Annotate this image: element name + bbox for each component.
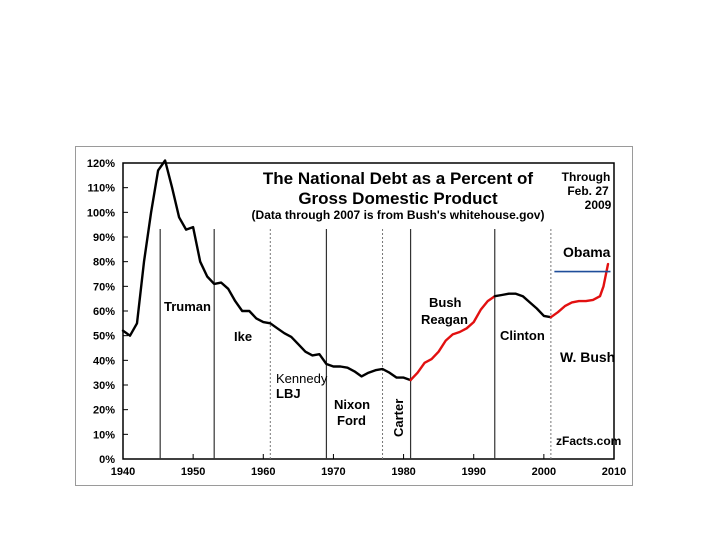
y-tick-label: 0% [99,454,115,466]
debt-gdp-chart: 0% 10% 20% 30% 40% 50% 60% 70% 80% 90% 100% 110% 120… [87,158,626,478]
chart-subtitle: (Data through 2007 is from Bush's whiteh… [252,208,545,222]
y-tick-label: 60% [93,306,115,318]
label-clinton: Clinton [500,328,545,343]
x-tick-label: 2010 [602,466,626,478]
y-tick-label: 70% [93,281,115,293]
x-tick-label: 2000 [532,466,556,478]
label-lbj: LBJ [276,386,301,401]
series-line-segment-4 [549,262,610,319]
y-tick-label: 10% [93,429,115,441]
label-kennedy: Kennedy [276,371,328,386]
label-carter: Carter [391,399,406,437]
x-tick-label: 1940 [111,466,135,478]
x-tick-label: 1990 [461,466,485,478]
through-note-line1: Through [562,170,611,184]
chart-title-line1: The National Debt as a Percent of [263,169,534,188]
x-tick-label: 1970 [321,466,345,478]
y-tick-label: 100% [87,207,115,219]
label-reagan: Reagan [421,312,468,327]
label-ford: Ford [337,413,366,428]
x-tick-label: 1980 [391,466,415,478]
series-line-segment-1 [121,159,412,382]
x-tick-label: 1960 [251,466,275,478]
series-line-segment-3 [493,292,553,319]
chart-title-line2: Gross Domestic Product [298,189,498,208]
through-note-line2: Feb. 27 [567,184,609,198]
y-tick-label: 120% [87,158,115,170]
through-note-line3: 2009 [585,198,612,212]
chart-frame: 0% 10% 20% 30% 40% 50% 60% 70% 80% 90% 100% 110% 120… [75,146,633,486]
label-ike: Ike [234,329,252,344]
y-tick-label: 80% [93,257,115,269]
source-label: zFacts.com [556,434,621,448]
label-bush: Bush [429,295,462,310]
label-wbush: W. Bush [560,349,615,365]
y-tick-label: 110% [87,183,115,195]
label-nixon: Nixon [334,397,370,412]
y-tick-label: 90% [93,232,115,244]
y-tick-label: 30% [93,380,115,392]
y-tick-label: 20% [93,405,115,417]
y-tick-label: 50% [93,331,115,343]
series-line-segment-2 [409,295,496,382]
label-obama: Obama [563,244,611,260]
x-tick-label: 1950 [181,466,205,478]
y-tick-label: 40% [93,355,115,367]
label-truman: Truman [164,299,211,314]
